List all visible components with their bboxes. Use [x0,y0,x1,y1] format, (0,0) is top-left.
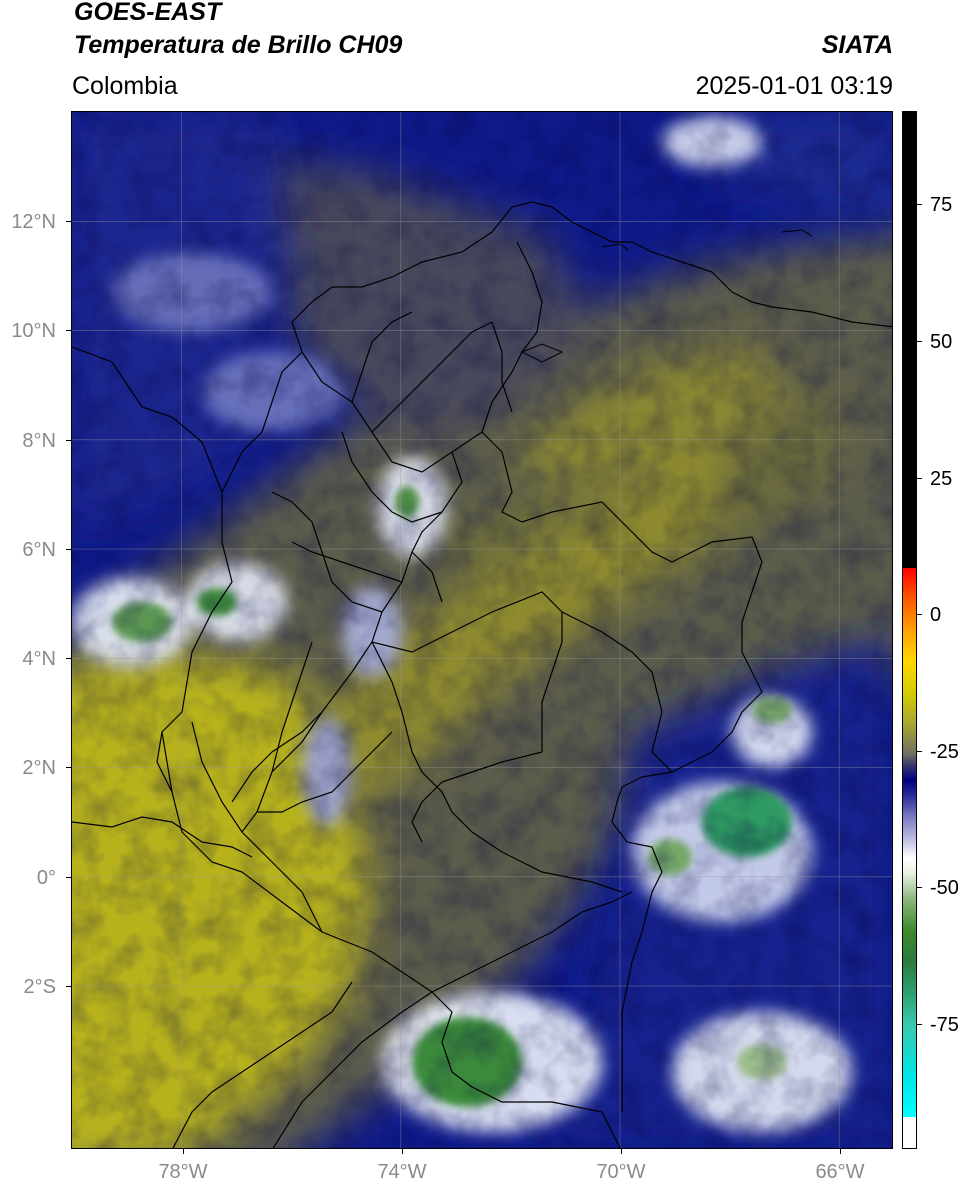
colorbar-label-25: 25 [930,468,953,490]
colorbar-label-50: 50 [930,331,953,353]
lat-label-12n: 12°N [11,211,56,233]
product-title: Temperatura de Brillo CH09 [74,31,403,59]
temperature-colorbar [902,111,917,1149]
timestamp-label: 2025-01-01 03:19 [695,72,893,100]
map-gridlines [72,112,892,1148]
lat-label-0: 0° [36,867,56,889]
colorbar-label-minus75: -75 [930,1014,959,1036]
region-label: Colombia [72,72,178,100]
lon-label-78w: 78°W [158,1161,208,1183]
colorbar-label-75: 75 [930,194,953,216]
lon-label-74w: 74°W [377,1161,427,1183]
lon-label-70w: 70°W [596,1161,646,1183]
borders-and-coastlines [72,201,892,1148]
colorbar-label-minus50: -50 [930,877,959,899]
lat-label-10n: 10°N [11,320,56,342]
islands [520,229,813,363]
lon-label-66w: 66°W [815,1161,865,1183]
lat-label-2n: 2°N [22,757,56,779]
brightness-temperature-image [72,112,892,1148]
source-label: SIATA [821,31,893,59]
colorbar-label-0: 0 [930,604,942,626]
lat-label-4n: 4°N [22,648,56,670]
satellite-map [71,111,893,1149]
colorbar-label-minus25: -25 [930,741,959,763]
lat-label-8n: 8°N [22,430,56,452]
lat-label-6n: 6°N [22,539,56,561]
lat-label-2s: 2°S [23,976,56,998]
satellite-title: GOES-EAST [74,0,222,26]
